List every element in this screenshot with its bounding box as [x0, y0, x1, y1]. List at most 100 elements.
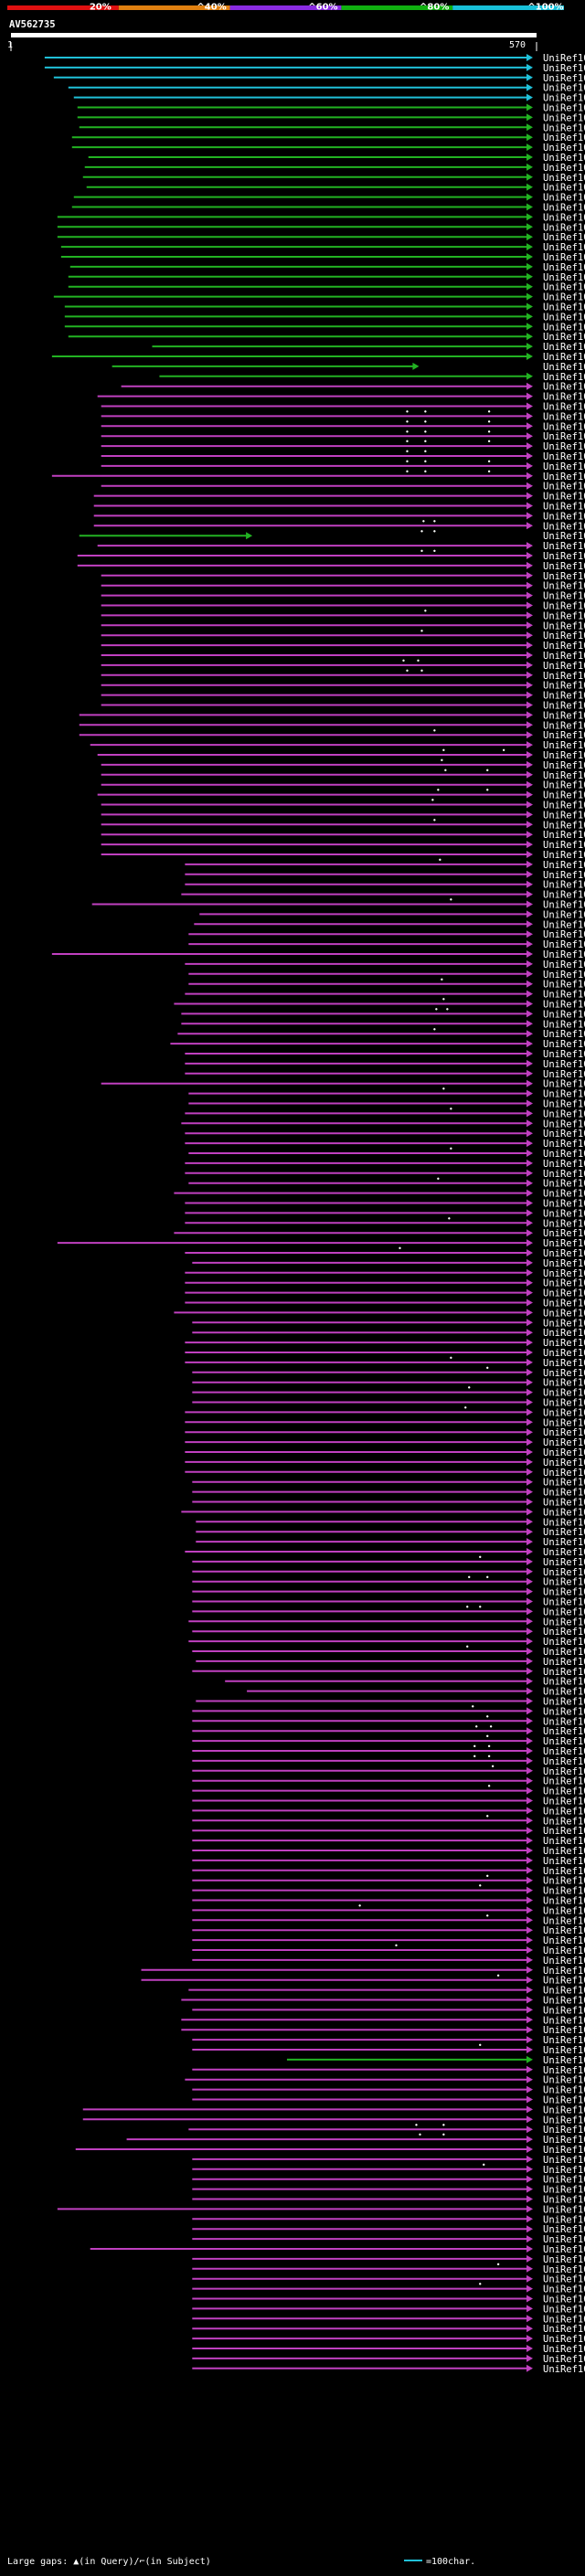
- hit-label: UniRef100_Q2UTN2: [543, 1606, 585, 1617]
- hit-arrow: [526, 2065, 533, 2073]
- gap-marker: •: [487, 468, 492, 476]
- hit-label: UniRef100_Q0JIR6: [543, 252, 585, 263]
- hit-row: UniRef100_UP1000...: [57, 2204, 585, 2215]
- hit-arrow: [526, 54, 533, 61]
- hit-row: UniRef100_B4QMF1: [101, 671, 585, 682]
- gap-marker: •: [423, 458, 428, 466]
- hit-row: • UniRef100_UP1000...: [192, 1776, 585, 1791]
- hit-row: UniRef100_C5Z4T8: [247, 1687, 585, 1698]
- hit-label: UniRef100_Q6CW53: [543, 810, 585, 821]
- hit-row: • UniRef100_UP1000...: [192, 2035, 585, 2050]
- hit-label: UniRef100_Q4PMK4: [543, 840, 585, 851]
- hit-arrow: [526, 591, 533, 599]
- hit-arrow: [526, 1597, 533, 1606]
- hit-arrow: [526, 1766, 533, 1775]
- hit-row: UniRef100_Q4SR62: [192, 2195, 585, 2206]
- hit-arrow: [526, 1727, 533, 1735]
- hit-arrow: [526, 83, 533, 91]
- hit-arrow: [526, 2205, 533, 2213]
- hit-arrow: [526, 1109, 533, 1118]
- hit-row: UniRef100_Q6C3Y7: [185, 1417, 585, 1428]
- gap-marker: •: [423, 448, 428, 456]
- hit-arrow: [526, 2254, 533, 2263]
- hit-arrow: [526, 1687, 533, 1695]
- hit-row: UniRef100_C4M932: [185, 1108, 585, 1119]
- hit-arrow: [526, 1219, 533, 1227]
- hit-row: • • UniRef100_Q29EJ0: [101, 441, 585, 456]
- hit-row: UniRef100_B3LWM3: [91, 900, 585, 911]
- hit-row: UniRef100_Q4PMK4: [101, 840, 585, 851]
- hit-label: UniRef100_Q6XE17: [543, 272, 585, 283]
- hit-row: • • UniRef100_A5DF56: [192, 1716, 585, 1731]
- hit-arrow: [526, 2284, 533, 2293]
- hit-row: UniRef100_B9GP25: [86, 183, 585, 194]
- hit-row: UniRef100_C1BT12: [174, 1308, 585, 1319]
- hit-row: UniRef100_Q8L4Y2: [64, 312, 585, 323]
- hit-label: UniRef100_Q9S0N3: [543, 1248, 585, 1259]
- hit-row: UniRef100_UP1000...: [185, 1218, 585, 1229]
- hit-arrow: [526, 959, 533, 968]
- hit-label: UniRef100_UP1000...: [543, 551, 585, 562]
- hit-row: UniRef100_A7S5J1: [79, 730, 585, 741]
- hit-label: UniRef100_Q9LMN4: [543, 63, 585, 74]
- hit-label: UniRef100_C0HEV7: [543, 212, 585, 223]
- hit-arrow: [526, 1199, 533, 1207]
- hit-row: UniRef100_Q4X1Y3: [181, 2025, 585, 2036]
- hit-arrow: [526, 711, 533, 719]
- hit-arrow: [526, 272, 533, 281]
- hit-row: UniRef100_UP1000...: [51, 472, 585, 482]
- hit-arrow: [526, 1657, 533, 1665]
- hit-arrow: [526, 1627, 533, 1636]
- gap-marker: •: [414, 2121, 419, 2129]
- hit-label: UniRef100_Q9NUQ2: [543, 1398, 585, 1409]
- hit-arrow: [526, 412, 533, 420]
- hit-row: UniRef100_Q29E53: [185, 1278, 585, 1289]
- hit-arrow: [526, 701, 533, 709]
- hit-label: UniRef100_B3KTC7: [543, 620, 585, 631]
- hit-label: UniRef100_Q147Q7: [543, 830, 585, 841]
- hit-row: UniRef100_Q5BZ69: [90, 2244, 585, 2255]
- hit-label: UniRef100_Q12185: [543, 1746, 585, 1757]
- gap-marker: •: [405, 458, 410, 466]
- hit-label: UniRef100_C4JMU9: [543, 2334, 585, 2345]
- hit-arrow: [526, 2105, 533, 2114]
- hit-row: UniRef100_UP1000...: [75, 2145, 585, 2156]
- hit-label: UniRef100_Q4SR62: [543, 2195, 585, 2206]
- hit-row: • UniRef100_UP1000...: [188, 1637, 585, 1651]
- hit-label: UniRef100_UP1000...: [543, 1029, 585, 1040]
- hit-row: • UniRef100_UP1000...: [185, 1208, 585, 1223]
- hit-arrow: [526, 860, 533, 868]
- hit-row: UniRef100_A6QUF9: [192, 1577, 585, 1588]
- hit-row: UniRef100_UP1000...: [121, 382, 585, 393]
- hit-label: UniRef100_C7QLX8: [543, 1697, 585, 1708]
- gap-marker: •: [432, 816, 437, 824]
- hit-arrow: [526, 173, 533, 181]
- hit-arrow: [526, 1388, 533, 1396]
- hit-row: UniRef100_C7QIX0: [192, 1846, 585, 1857]
- gap-marker: •: [485, 1733, 490, 1741]
- hit-row: UniRef100_C6T7V7: [84, 163, 585, 174]
- hit-row: UniRef100_A9XP36: [73, 93, 585, 104]
- hit-arrow: [526, 1667, 533, 1675]
- hit-row: UniRef100_Q01IO8: [192, 2314, 585, 2325]
- hit-arrow: [526, 1368, 533, 1376]
- hit-row: UniRef100_A6R066: [192, 1388, 585, 1399]
- hit-arrow: [526, 1249, 533, 1256]
- hit-arrow: [526, 113, 533, 122]
- hit-arrow: [526, 2295, 533, 2303]
- scale-label-4: ^80%: [420, 2, 449, 12]
- hit-row: • • • UniRef100_B9E1B7: [101, 461, 585, 476]
- gap-marker: •: [487, 458, 492, 466]
- hit-label: UniRef100_Q9SFW4: [543, 581, 585, 592]
- hit-label: UniRef100_A7NTI7: [543, 173, 585, 184]
- hit-row: UniRef100_Q7ZV99: [188, 939, 585, 950]
- hit-label: UniRef100_A6R066: [543, 1388, 585, 1399]
- hit-row: UniRef100_UP1000...: [188, 1149, 585, 1160]
- hit-row: • UniRef100_C5E7Q1: [192, 2155, 585, 2169]
- hit-row: UniRef100_A2EXQ2: [192, 2295, 585, 2306]
- hit-row: • UniRef100_C0S5Y1: [192, 1876, 585, 1891]
- hit-label: UniRef100_B9E1B7: [543, 461, 585, 472]
- legend-part: Large gaps:: [7, 2557, 73, 2567]
- hit-label: UniRef100_Q2PUP3: [543, 1797, 585, 1807]
- hit-label: UniRef100_A9SUA0: [543, 1816, 585, 1827]
